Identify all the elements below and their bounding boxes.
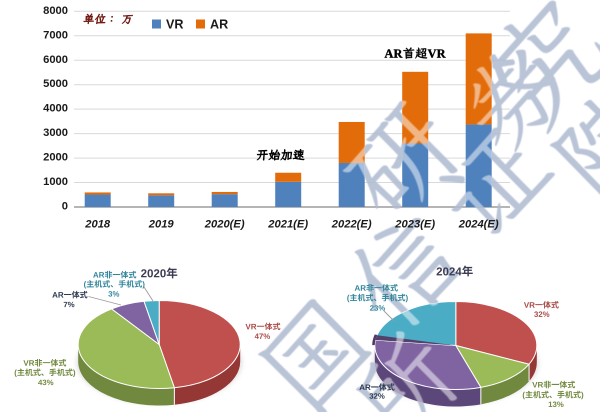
svg-text:8000: 8000 (43, 5, 68, 17)
svg-text:6000: 6000 (43, 54, 68, 66)
svg-text:2021(E): 2021(E) (267, 218, 308, 230)
svg-text:VR: VR (166, 18, 184, 32)
svg-text:2000: 2000 (43, 152, 68, 164)
svg-text:0: 0 (62, 201, 68, 213)
svg-text:AR: AR (210, 18, 228, 32)
svg-text:2018: 2018 (84, 218, 111, 230)
svg-text:2024(E): 2024(E) (458, 218, 499, 230)
svg-text:2020(E): 2020(E) (204, 218, 245, 230)
svg-text:3000: 3000 (43, 127, 68, 139)
svg-text:7000: 7000 (43, 29, 68, 41)
svg-text:2023(E): 2023(E) (394, 218, 435, 230)
svg-text:5000: 5000 (43, 78, 68, 90)
svg-text:2019: 2019 (148, 218, 175, 230)
svg-text:2022(E): 2022(E) (331, 218, 372, 230)
svg-text:1000: 1000 (43, 176, 68, 188)
svg-text:4000: 4000 (43, 103, 68, 115)
